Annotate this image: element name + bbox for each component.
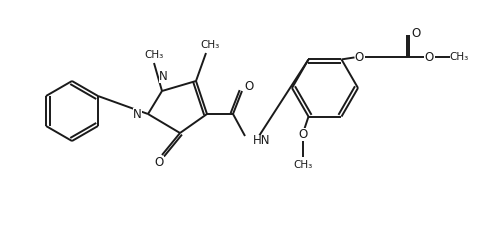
Text: N: N (133, 108, 142, 121)
Text: CH₃: CH₃ (293, 160, 313, 170)
Text: O: O (411, 27, 420, 40)
Text: O: O (354, 51, 363, 64)
Text: N: N (158, 70, 167, 83)
Text: O: O (154, 156, 163, 169)
Text: O: O (298, 128, 308, 141)
Text: HN: HN (253, 135, 270, 148)
Text: CH₃: CH₃ (200, 40, 219, 50)
Text: O: O (244, 80, 253, 93)
Text: O: O (424, 51, 433, 64)
Text: CH₃: CH₃ (449, 52, 468, 62)
Text: CH₃: CH₃ (144, 50, 163, 60)
